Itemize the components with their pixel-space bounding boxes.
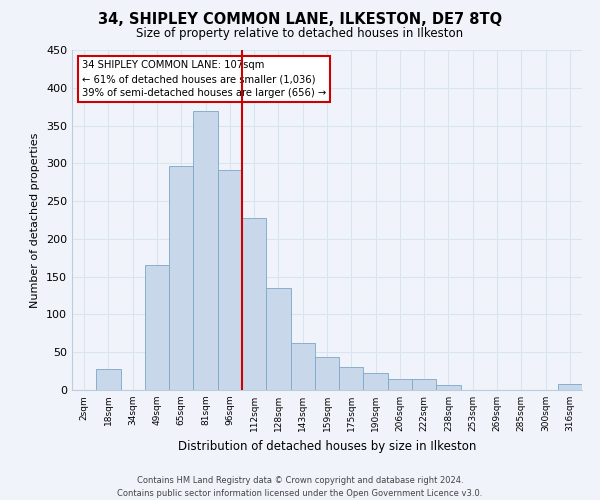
Bar xyxy=(388,378,412,390)
Text: 34 SHIPLEY COMMON LANE: 107sqm
← 61% of detached houses are smaller (1,036)
39% : 34 SHIPLEY COMMON LANE: 107sqm ← 61% of … xyxy=(82,60,326,98)
Bar xyxy=(315,357,339,390)
Bar xyxy=(145,264,169,390)
Bar xyxy=(558,384,582,390)
Bar xyxy=(339,366,364,390)
Bar xyxy=(96,369,121,390)
Bar xyxy=(266,288,290,390)
Bar xyxy=(412,378,436,390)
Bar xyxy=(242,218,266,390)
Text: Size of property relative to detached houses in Ilkeston: Size of property relative to detached ho… xyxy=(136,28,464,40)
Bar xyxy=(436,384,461,390)
Bar xyxy=(193,111,218,390)
Text: Contains HM Land Registry data © Crown copyright and database right 2024.
Contai: Contains HM Land Registry data © Crown c… xyxy=(118,476,482,498)
Bar xyxy=(169,166,193,390)
Y-axis label: Number of detached properties: Number of detached properties xyxy=(31,132,40,308)
Bar xyxy=(290,343,315,390)
Bar xyxy=(218,170,242,390)
Bar xyxy=(364,374,388,390)
X-axis label: Distribution of detached houses by size in Ilkeston: Distribution of detached houses by size … xyxy=(178,440,476,452)
Text: 34, SHIPLEY COMMON LANE, ILKESTON, DE7 8TQ: 34, SHIPLEY COMMON LANE, ILKESTON, DE7 8… xyxy=(98,12,502,28)
